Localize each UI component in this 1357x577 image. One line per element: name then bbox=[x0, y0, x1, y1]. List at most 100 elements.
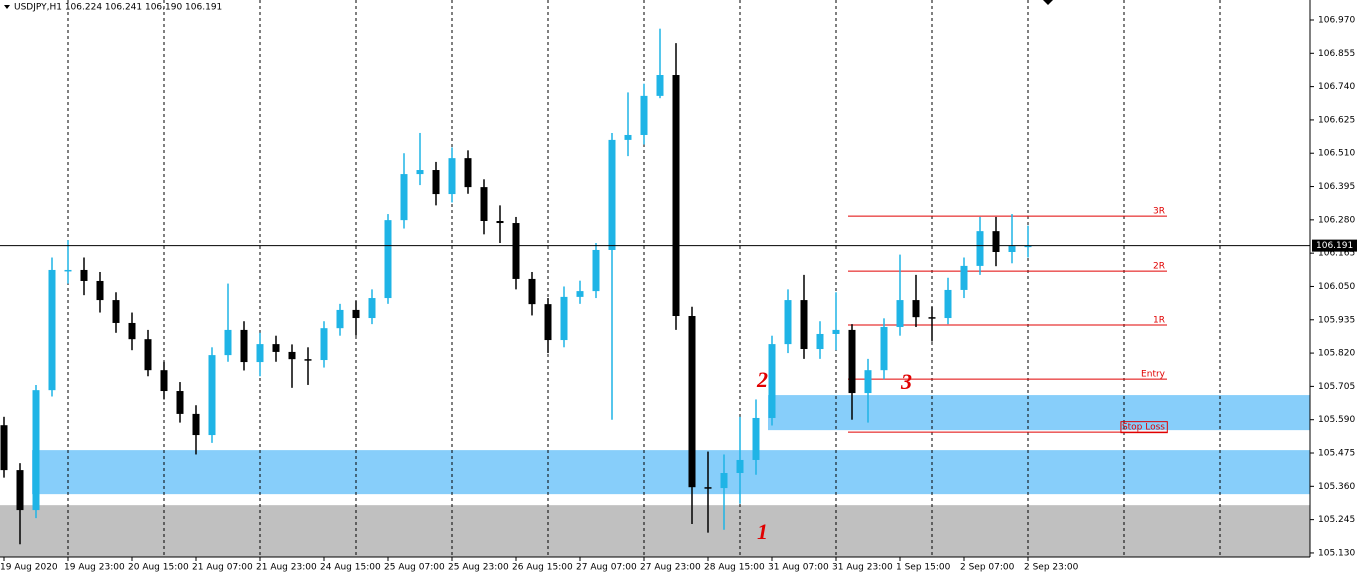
candle-body bbox=[384, 220, 392, 299]
candle-body bbox=[224, 329, 232, 356]
candle-body bbox=[816, 333, 824, 350]
current-price-box bbox=[1312, 239, 1357, 252]
candle-body bbox=[752, 417, 760, 460]
x-tick-label: 27 Aug 23:00 bbox=[640, 563, 701, 573]
plot bbox=[0, 28, 1310, 545]
candle-body bbox=[368, 298, 376, 319]
zone bbox=[0, 505, 1310, 557]
y-tick-label: 105.820 bbox=[1318, 349, 1355, 359]
y-tick-label: 106.395 bbox=[1318, 182, 1355, 192]
candle-body bbox=[304, 359, 312, 361]
candle-body bbox=[96, 280, 104, 301]
candle-body bbox=[880, 327, 888, 371]
candle-body bbox=[16, 470, 24, 511]
candle-body bbox=[208, 355, 216, 436]
candle-body bbox=[336, 309, 344, 329]
y-tick-label: 106.855 bbox=[1318, 49, 1355, 59]
level-label: 3R bbox=[1153, 207, 1165, 217]
title-icon bbox=[4, 5, 10, 9]
candle-body bbox=[320, 328, 328, 361]
candle-body bbox=[784, 300, 792, 345]
candle-body bbox=[32, 390, 40, 511]
candle-body bbox=[864, 370, 872, 394]
candle-body bbox=[80, 269, 88, 281]
x-tick-label: 19 Aug 23:00 bbox=[64, 563, 125, 573]
candle-body bbox=[592, 249, 600, 292]
x-tick-label: 2 Sep 23:00 bbox=[1024, 563, 1079, 573]
y-tick-label: 105.590 bbox=[1318, 415, 1355, 425]
candle-body bbox=[976, 231, 984, 266]
level-label-box bbox=[1120, 421, 1168, 434]
candle-body bbox=[960, 265, 968, 290]
level-label: Entry bbox=[1141, 370, 1166, 380]
candle-body bbox=[64, 269, 72, 272]
y-tick-label: 105.705 bbox=[1318, 382, 1355, 392]
candle-body bbox=[560, 296, 568, 341]
candle-body bbox=[176, 391, 184, 414]
candle-body bbox=[1024, 245, 1032, 248]
candle-body bbox=[112, 300, 120, 323]
y-tick-label: 105.245 bbox=[1318, 515, 1355, 525]
candle-body bbox=[160, 370, 168, 392]
x-tick-label: 27 Aug 07:00 bbox=[576, 563, 637, 573]
candle-body bbox=[352, 309, 360, 319]
x-tick-label: 21 Aug 23:00 bbox=[256, 563, 317, 573]
candle-body bbox=[0, 425, 8, 471]
candle-body bbox=[272, 344, 280, 352]
y-tick-label: 106.280 bbox=[1318, 215, 1355, 225]
x-tick-label: 19 Aug 2020 bbox=[0, 563, 58, 573]
candle-body bbox=[944, 289, 952, 319]
candle-body bbox=[608, 139, 616, 250]
candle-body bbox=[1008, 245, 1016, 252]
candle-body bbox=[192, 413, 200, 436]
candle-body bbox=[832, 329, 840, 334]
x-tick-label: 2 Sep 07:00 bbox=[960, 563, 1015, 573]
y-tick-label: 105.360 bbox=[1318, 482, 1355, 492]
candle-body bbox=[576, 291, 584, 297]
chart-title: USDJPY,H1 106.224 106.241 106.190 106.19… bbox=[14, 3, 222, 13]
candle-body bbox=[688, 316, 696, 488]
shift-marker bbox=[1043, 0, 1053, 5]
level-label: 1R bbox=[1153, 315, 1165, 325]
candle-body bbox=[768, 344, 776, 418]
candle-body bbox=[704, 487, 712, 489]
y-tick-label: 105.935 bbox=[1318, 315, 1355, 325]
candle-body bbox=[144, 339, 152, 371]
x-tick-label: 20 Aug 15:00 bbox=[128, 563, 189, 573]
annotation: 2 bbox=[756, 367, 768, 392]
annotation: 3 bbox=[900, 369, 912, 394]
candle-body bbox=[288, 351, 296, 360]
candle-body bbox=[128, 322, 136, 340]
annotation: 1 bbox=[757, 519, 768, 544]
x-tick-label: 1 Sep 15:00 bbox=[896, 563, 951, 573]
candle-body bbox=[432, 170, 440, 195]
x-tick-label: 21 Aug 07:00 bbox=[192, 563, 253, 573]
y-tick-label: 106.625 bbox=[1318, 115, 1355, 125]
candle-body bbox=[512, 223, 520, 279]
candle-body bbox=[992, 231, 1000, 252]
x-tick-label: 26 Aug 15:00 bbox=[512, 563, 573, 573]
x-tick-label: 28 Aug 15:00 bbox=[704, 563, 765, 573]
candle-body bbox=[496, 221, 504, 224]
candle-body bbox=[48, 269, 56, 391]
candle-body bbox=[848, 329, 856, 394]
candle-body bbox=[656, 75, 664, 96]
x-tick-label: 24 Aug 15:00 bbox=[320, 563, 381, 573]
candle-body bbox=[448, 158, 456, 195]
candle-body bbox=[240, 329, 248, 363]
candle-body bbox=[672, 75, 680, 317]
candle-body bbox=[480, 187, 488, 222]
level-label: Stop Loss bbox=[1122, 423, 1165, 433]
current-price-label: 106.191 bbox=[1316, 241, 1353, 251]
x-tick-label: 25 Aug 23:00 bbox=[448, 563, 509, 573]
candle-body bbox=[720, 473, 728, 489]
candle-body bbox=[544, 304, 552, 341]
candle-body bbox=[256, 344, 264, 363]
x-tick-label: 31 Aug 07:00 bbox=[768, 563, 829, 573]
zone bbox=[768, 395, 1310, 431]
y-tick-label: 106.740 bbox=[1318, 82, 1355, 92]
candle-body bbox=[912, 300, 920, 318]
x-tick-label: 25 Aug 07:00 bbox=[384, 563, 445, 573]
y-tick-label: 105.130 bbox=[1318, 548, 1355, 558]
